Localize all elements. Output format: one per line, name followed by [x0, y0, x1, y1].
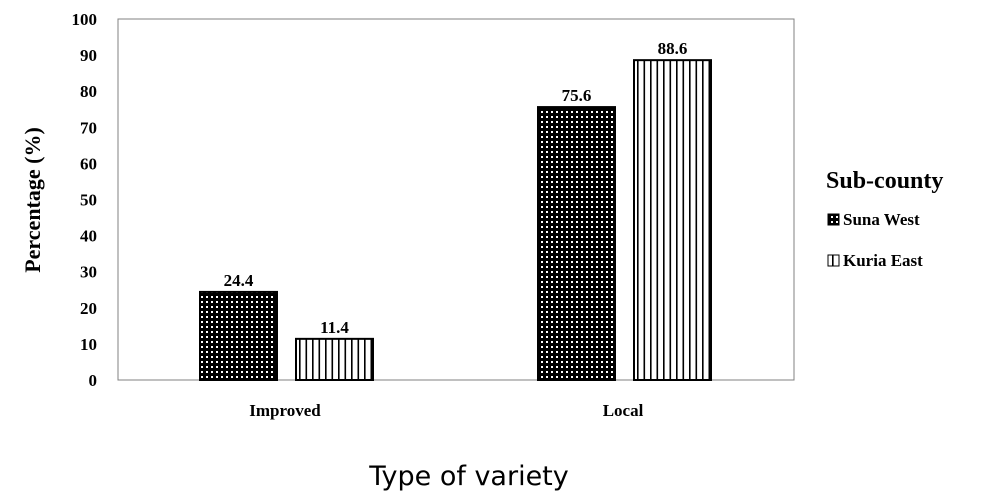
y-axis-ticks: 0 10 20 30 40 50 60 70 80 90 100	[72, 10, 98, 390]
plot-area	[117, 18, 795, 381]
x-axis-category-labels: Improved Local	[249, 401, 643, 420]
legend-swatch-suna-west	[827, 213, 840, 226]
y-tick-label: 20	[80, 299, 97, 318]
y-tick-label: 80	[80, 82, 97, 101]
data-label: 75.6	[562, 86, 592, 105]
legend-swatch-kuria-east	[827, 254, 840, 267]
x-category-label: Local	[603, 401, 644, 420]
y-tick-label: 40	[80, 227, 97, 246]
y-tick-label: 10	[80, 335, 97, 354]
bar-kuria-east-local	[633, 59, 712, 382]
bars	[199, 59, 712, 382]
data-label: 88.6	[658, 39, 688, 58]
y-tick-label: 30	[80, 263, 97, 282]
legend: Sub-county Suna West Kuria East	[826, 168, 943, 270]
data-labels: 24.4 75.6 11.4 88.6	[224, 39, 688, 337]
data-label: 24.4	[224, 271, 254, 290]
legend-label-kuria-east: Kuria East	[843, 251, 923, 270]
plot-frame	[117, 18, 795, 381]
data-label: 11.4	[320, 318, 349, 337]
y-tick-label: 90	[80, 46, 97, 65]
y-tick-label: 70	[80, 118, 97, 137]
bar-kuria-east-improved	[295, 337, 374, 382]
bar-suna-west-local	[537, 106, 616, 381]
bar-suna-west-improved	[199, 290, 278, 381]
legend-title: Sub-county	[826, 168, 943, 194]
legend-label-suna-west: Suna West	[843, 210, 920, 229]
y-tick-label: 0	[89, 371, 98, 390]
x-category-label: Improved	[249, 401, 321, 420]
y-tick-label: 60	[80, 154, 97, 173]
y-tick-label: 50	[80, 191, 97, 210]
x-axis-title: Type of variety	[368, 461, 569, 492]
y-axis-title: Percentage (%)	[20, 127, 45, 273]
y-tick-label: 100	[72, 10, 98, 29]
